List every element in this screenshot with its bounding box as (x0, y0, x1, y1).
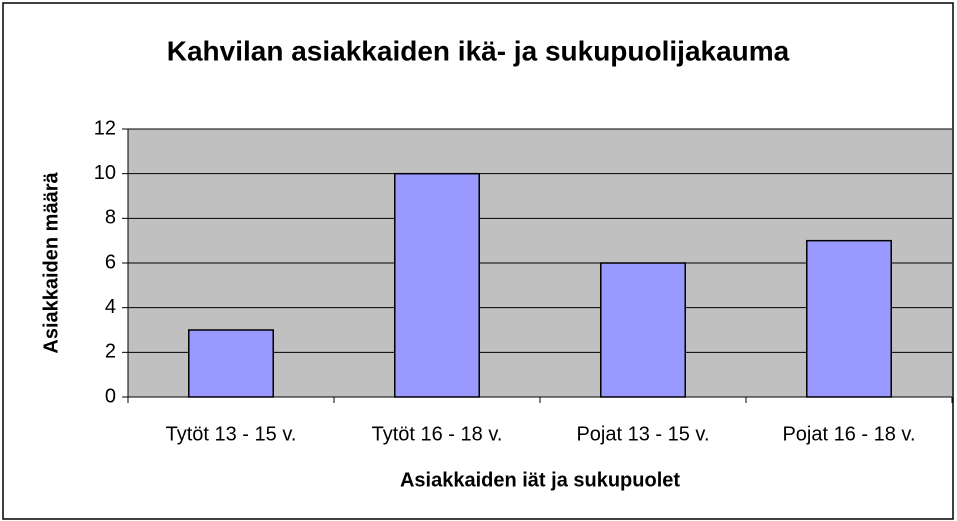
y-tick-label: 12 (94, 117, 116, 139)
bar (806, 239, 892, 398)
bar (600, 262, 686, 398)
x-tick-label: Pojat 13 - 15 v. (576, 423, 709, 445)
y-axis-label: Asiakkaiden määrä (40, 172, 62, 354)
y-tick-label: 2 (105, 341, 116, 363)
x-tick-label: Tytöt 13 - 15 v. (166, 423, 297, 445)
y-tick-label: 4 (105, 296, 116, 318)
x-tick-label: Tytöt 16 - 18 v. (372, 423, 503, 445)
y-tick-label: 8 (105, 207, 116, 229)
y-tick-label: 0 (105, 385, 116, 407)
bar (394, 172, 480, 398)
chart-title: Kahvilan asiakkaiden ikä- ja sukupuolija… (167, 35, 790, 66)
y-tick-label: 6 (105, 251, 116, 273)
bar (188, 329, 274, 398)
x-tick-label: Pojat 16 - 18 v. (782, 423, 915, 445)
y-tick-label: 10 (94, 162, 116, 184)
x-axis-label: Asiakkaiden iät ja sukupuolet (400, 469, 680, 491)
